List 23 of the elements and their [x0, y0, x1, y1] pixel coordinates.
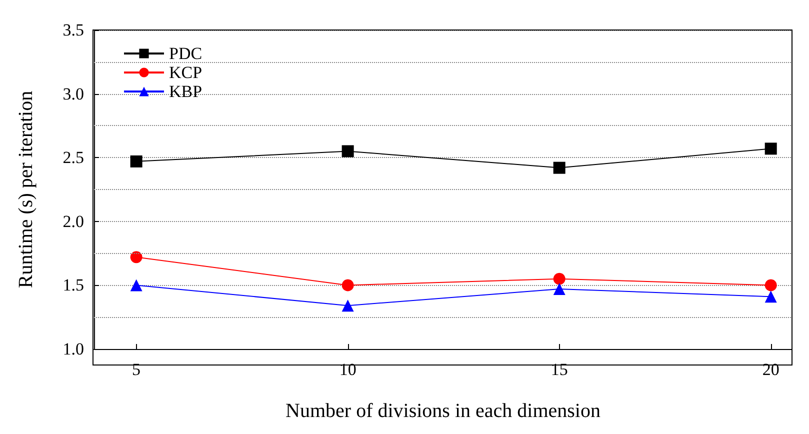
legend-label: KCP [169, 63, 202, 82]
x-axis-title: Number of divisions in each dimension [286, 400, 600, 422]
y-tick-label: 1.5 [62, 276, 84, 295]
point [342, 145, 354, 158]
legend-label: PDC [169, 44, 202, 63]
point [130, 251, 142, 264]
y-tick-label: 3.5 [62, 20, 84, 40]
y-tick-label: 2.0 [62, 212, 84, 231]
point [764, 290, 777, 303]
y-axis-title: Runtime (s) per iteration [15, 90, 37, 288]
point [764, 142, 777, 155]
point [764, 279, 777, 292]
point [130, 155, 142, 168]
point [553, 283, 566, 296]
y-tick-label: 1.0 [62, 340, 84, 358]
point [130, 279, 142, 292]
y-tick-label: 2.5 [62, 148, 84, 168]
point [342, 300, 354, 312]
point [553, 162, 566, 174]
point [342, 279, 354, 292]
legend-label: KBP [169, 82, 202, 101]
point [553, 272, 566, 285]
y-tick-label: 3.0 [62, 84, 84, 104]
